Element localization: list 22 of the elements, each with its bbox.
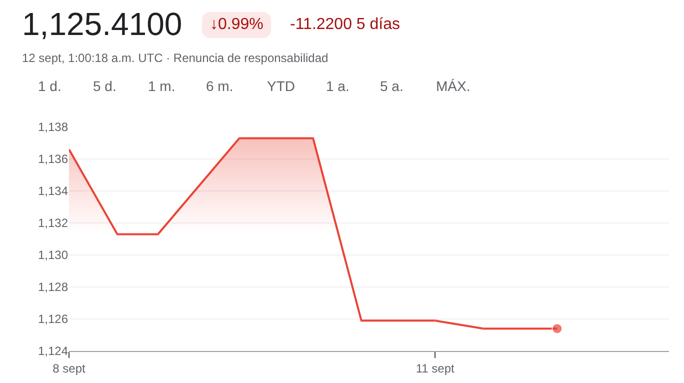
text: 5 a. bbox=[380, 78, 404, 94]
y-tick-label: 1,134 bbox=[38, 184, 68, 198]
text: MÁX. bbox=[436, 78, 470, 94]
text: 5 d. bbox=[93, 78, 116, 94]
text: ↓0.99% bbox=[202, 12, 272, 38]
chart-subtitle: 12 sept, 1:00:18 a.m. UTC · Renuncia de responsabilidad bbox=[22, 51, 328, 65]
x-tick-label: 11 sept bbox=[416, 361, 455, 376]
x-tick-label: 8 sept bbox=[52, 361, 86, 376]
text: 6 m. bbox=[206, 78, 234, 94]
y-tick-label: 1,130 bbox=[38, 248, 68, 262]
chart-title: 1,125.4100 bbox=[22, 6, 182, 43]
y-tick-label: 1,132 bbox=[38, 216, 68, 230]
text: 1 d. bbox=[38, 78, 62, 94]
text: -11.2200 5 días bbox=[290, 16, 400, 34]
text: YTD bbox=[267, 78, 295, 94]
y-tick-label: 1,138 bbox=[38, 120, 68, 134]
y-tick-label: 1,136 bbox=[38, 152, 68, 166]
y-tick-label: 1,128 bbox=[38, 280, 68, 294]
text: 1 m. bbox=[148, 78, 176, 94]
y-tick-label: 1,126 bbox=[38, 312, 68, 326]
text: 1 a. bbox=[326, 78, 350, 94]
y-tick-label: 1,124 bbox=[38, 344, 68, 358]
